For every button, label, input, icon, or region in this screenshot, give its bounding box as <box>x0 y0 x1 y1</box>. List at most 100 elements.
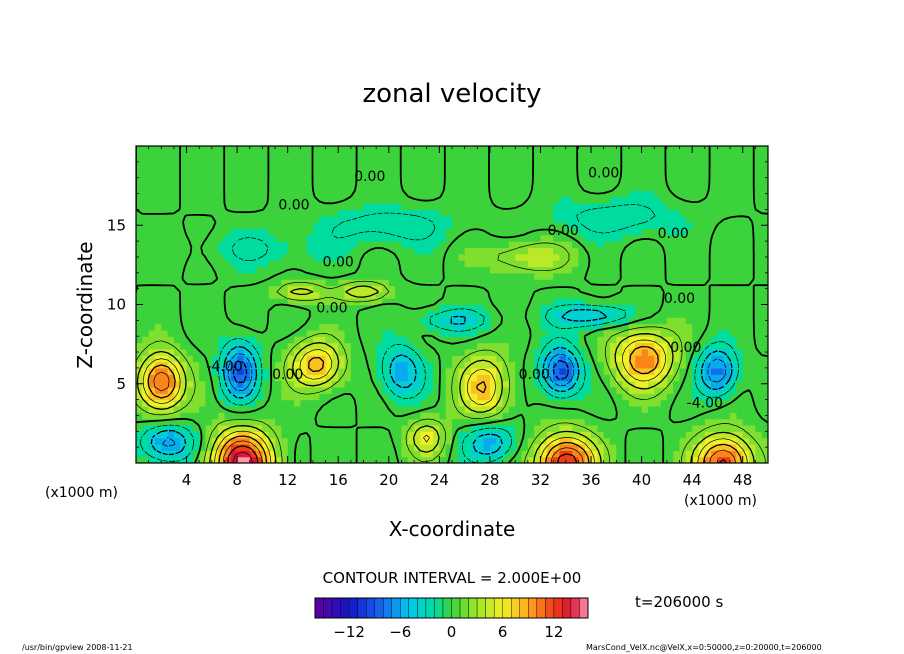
heatmap-cell <box>742 177 750 185</box>
heatmap-cell <box>312 456 320 463</box>
heatmap-cell <box>268 336 276 344</box>
heatmap-cell <box>641 285 649 293</box>
heatmap-cell <box>610 336 617 344</box>
heatmap-cell <box>148 222 156 230</box>
heatmap-cell <box>382 431 390 439</box>
heatmap-cell <box>496 374 504 382</box>
heatmap-cell <box>711 234 719 242</box>
heatmap-cell <box>154 291 162 299</box>
heatmap-cell <box>294 291 301 299</box>
heatmap-cell <box>578 329 586 337</box>
heatmap-cell <box>300 456 308 463</box>
heatmap-cell <box>331 443 339 451</box>
heatmap-cell <box>154 412 162 420</box>
heatmap-cell <box>508 393 516 401</box>
heatmap-cell <box>610 196 617 204</box>
heatmap-cell <box>268 317 276 325</box>
heatmap-cell <box>578 196 586 204</box>
heatmap-cell <box>230 450 238 458</box>
heatmap-cell <box>167 424 175 432</box>
heatmap-cell <box>344 443 352 451</box>
heatmap-cell <box>730 266 737 274</box>
heatmap-cell <box>597 431 605 439</box>
heatmap-cell <box>306 203 314 210</box>
heatmap-cell <box>546 146 554 153</box>
heatmap-cell <box>388 272 396 280</box>
heatmap-cell <box>357 412 365 420</box>
heatmap-cell <box>521 203 529 210</box>
heatmap-cell <box>199 399 207 407</box>
heatmap-cell <box>458 367 466 375</box>
heatmap-cell <box>344 342 352 350</box>
heatmap-cell <box>654 443 662 451</box>
heatmap-cell <box>445 393 453 401</box>
heatmap-cell <box>489 317 497 325</box>
heatmap-cell <box>407 266 415 274</box>
heatmap-cell <box>597 203 605 210</box>
heatmap-cell <box>717 241 725 249</box>
heatmap-cell <box>698 165 706 172</box>
heatmap-cell <box>382 386 390 394</box>
heatmap-cell <box>546 405 554 413</box>
heatmap-cell <box>452 329 459 337</box>
heatmap-cell <box>502 393 510 401</box>
heatmap-cell <box>641 386 649 394</box>
heatmap-cell <box>173 348 181 356</box>
heatmap-cell <box>508 260 516 268</box>
heatmap-cell <box>565 215 573 223</box>
heatmap-cell <box>382 158 390 166</box>
heatmap-cell <box>161 374 169 382</box>
heatmap-cell <box>161 424 169 432</box>
heatmap-cell <box>414 241 421 249</box>
heatmap-cell <box>489 241 497 249</box>
heatmap-cell <box>230 437 238 445</box>
heatmap-cell <box>294 241 301 249</box>
heatmap-cell <box>401 184 409 191</box>
heatmap-cell <box>654 234 662 242</box>
heatmap-cell <box>319 291 327 299</box>
heatmap-cell <box>527 196 535 204</box>
heatmap-cell <box>445 222 453 230</box>
heatmap-cell <box>167 412 175 420</box>
heatmap-cell <box>218 399 226 407</box>
heatmap-cell <box>173 253 181 261</box>
heatmap-cell <box>256 241 263 249</box>
heatmap-cell <box>199 196 207 204</box>
heatmap-cell <box>496 279 504 287</box>
heatmap-cell <box>603 177 611 185</box>
heatmap-cell <box>603 247 611 255</box>
heatmap-cell <box>470 380 478 388</box>
heatmap-cell <box>711 393 719 401</box>
heatmap-cell <box>268 342 276 350</box>
heatmap-cell <box>452 285 459 293</box>
heatmap-cell <box>553 272 561 280</box>
heatmap-cell <box>382 165 390 172</box>
heatmap-cell <box>647 310 655 318</box>
heatmap-cell <box>540 399 548 407</box>
heatmap-cell <box>597 266 605 274</box>
heatmap-cell <box>275 405 282 413</box>
heatmap-cell <box>249 412 257 420</box>
heatmap-cell <box>755 152 763 160</box>
heatmap-cell <box>186 146 194 153</box>
heatmap-cell <box>205 165 213 172</box>
heatmap-cell <box>186 190 194 198</box>
heatmap-cell <box>704 399 712 407</box>
heatmap-cell <box>622 215 630 223</box>
heatmap-cell <box>161 418 169 426</box>
heatmap-cell <box>597 355 605 363</box>
heatmap-cell <box>420 228 428 236</box>
heatmap-cell <box>312 310 320 318</box>
heatmap-cell <box>603 374 611 382</box>
heatmap-cell <box>622 317 630 325</box>
heatmap-cell <box>331 342 339 350</box>
heatmap-cell <box>470 146 478 153</box>
heatmap-cell <box>433 279 440 287</box>
heatmap-cell <box>256 209 263 217</box>
heatmap-cell <box>616 234 624 242</box>
heatmap-cell <box>319 152 327 160</box>
heatmap-cell <box>256 450 263 458</box>
heatmap-cell <box>742 456 750 463</box>
heatmap-cell <box>711 209 719 217</box>
heatmap-cell <box>161 158 169 166</box>
